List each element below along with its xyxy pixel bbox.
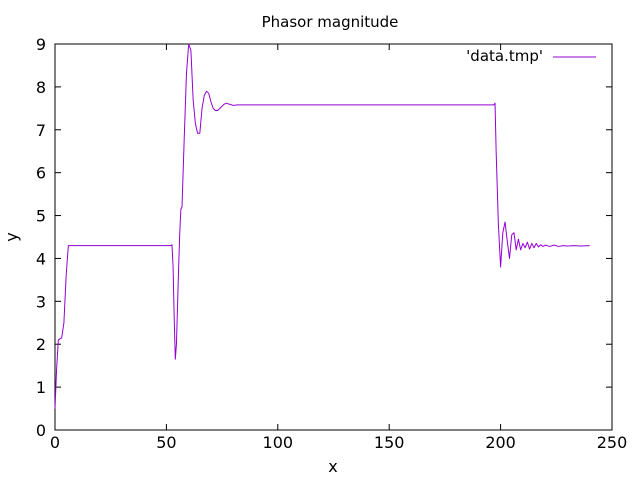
- y-tick-label: 6: [36, 164, 46, 183]
- legend-label: 'data.tmp': [466, 47, 543, 65]
- y-axis-label: y: [2, 232, 21, 241]
- x-tick-label: 100: [263, 433, 294, 452]
- x-tick-label: 250: [597, 433, 628, 452]
- legend: 'data.tmp': [466, 47, 596, 65]
- plot-border: [54, 43, 613, 431]
- axis-ticks: 0 50 100 150 200 250 0 1 2 3 4 5 6 7 8 9: [36, 35, 627, 452]
- x-tick-label: 150: [374, 433, 405, 452]
- y-tick-label: 3: [36, 292, 46, 311]
- y-tick-label: 5: [36, 207, 46, 226]
- y-tick-label: 0: [36, 421, 46, 440]
- chart-title: Phasor magnitude: [262, 13, 399, 31]
- plot-area: [54, 43, 613, 431]
- x-tick-label: 200: [485, 433, 516, 452]
- y-tick-label: 8: [36, 78, 46, 97]
- y-tick-label: 7: [36, 121, 46, 140]
- x-tick-label: 0: [50, 433, 60, 452]
- y-tick-label: 4: [36, 249, 46, 268]
- y-tick-label: 2: [36, 335, 46, 354]
- x-axis-label: x: [328, 457, 337, 476]
- series-line-0: [54, 43, 590, 409]
- y-tick-label: 9: [36, 35, 46, 54]
- x-tick-label: 50: [156, 433, 176, 452]
- y-tick-label: 1: [36, 378, 46, 397]
- series-layer: [54, 43, 590, 409]
